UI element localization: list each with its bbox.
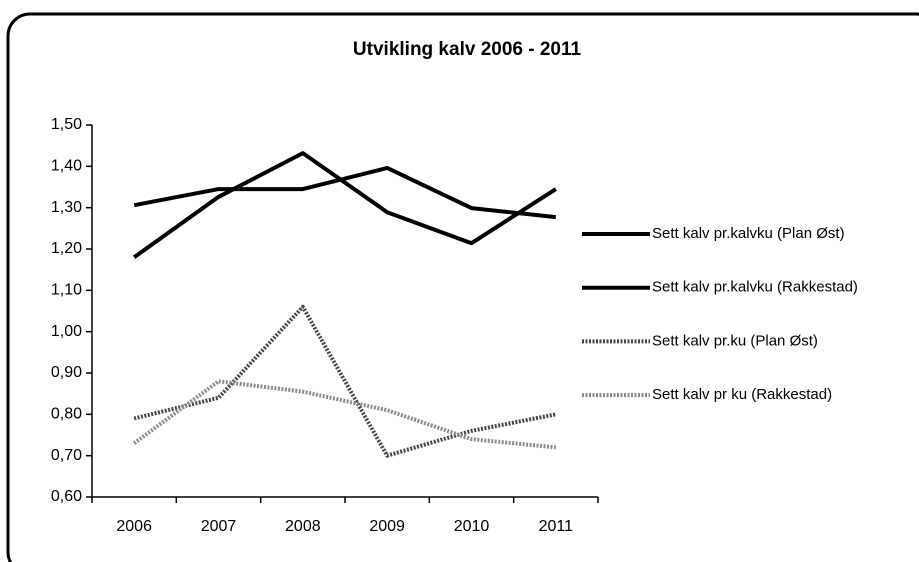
series-line bbox=[132, 379, 557, 450]
y-tick-label: 0,90 bbox=[51, 364, 82, 381]
legend-label: Sett kalv pr.kalvku (Rakkestad) bbox=[652, 279, 858, 296]
chart-frame bbox=[6, 12, 919, 562]
chart-title: Utvikling kalv 2006 - 2011 bbox=[353, 39, 582, 60]
x-tick-label: 2006 bbox=[116, 518, 152, 535]
y-tick-label: 0,80 bbox=[51, 406, 82, 423]
series-line bbox=[133, 151, 557, 259]
y-tick-label: 1,00 bbox=[51, 323, 82, 340]
y-tick-label: 1,10 bbox=[51, 282, 82, 299]
series-line bbox=[133, 304, 557, 458]
y-tick-label: 0,70 bbox=[51, 447, 82, 464]
x-tick-label: 2008 bbox=[285, 518, 321, 535]
y-tick-label: 1,30 bbox=[51, 199, 82, 216]
x-tick-label: 2011 bbox=[539, 518, 574, 535]
legend-label: Sett kalv pr ku (Rakkestad) bbox=[652, 386, 832, 403]
y-tick-label: 1,50 bbox=[51, 116, 82, 133]
series-line bbox=[133, 165, 557, 220]
legend-label: Sett kalv pr.kalvku (Plan Øst) bbox=[652, 225, 845, 242]
x-tick-label: 2009 bbox=[369, 518, 405, 535]
y-tick-label: 0,60 bbox=[51, 488, 82, 505]
y-tick-label: 1,20 bbox=[51, 240, 82, 257]
y-tick-label: 1,40 bbox=[51, 158, 82, 175]
x-tick-label: 2010 bbox=[454, 518, 490, 535]
x-tick-label: 2007 bbox=[201, 518, 237, 535]
legend-label: Sett kalv pr.ku (Plan Øst) bbox=[652, 332, 818, 349]
